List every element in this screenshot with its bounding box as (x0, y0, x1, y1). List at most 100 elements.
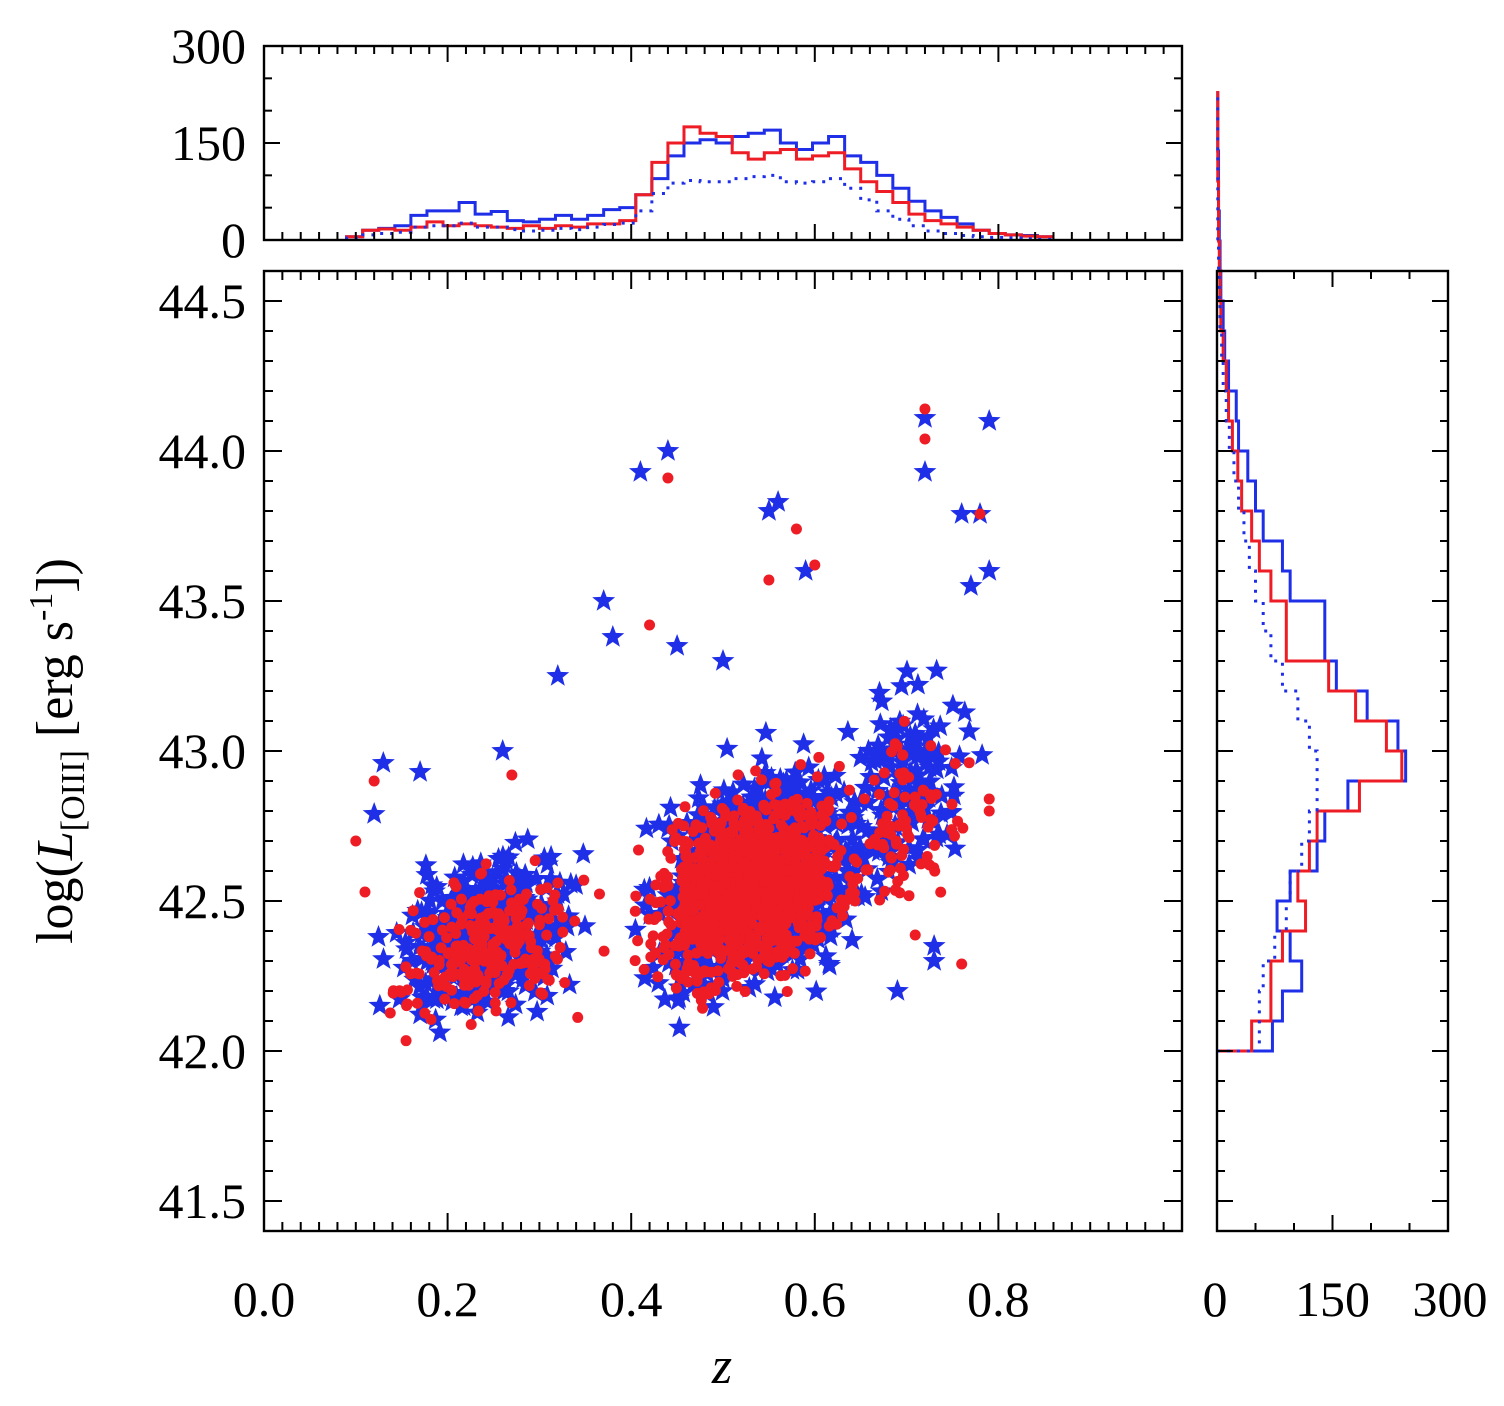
scatter-point-dot (711, 931, 723, 943)
y-tick-label: 42.0 (159, 1023, 247, 1079)
scatter-point-dot (670, 982, 682, 994)
scatter-point-star (408, 760, 432, 782)
scatter-point-star (411, 985, 434, 1008)
scatter-point-star (532, 846, 556, 868)
scatter-point-dot (519, 953, 531, 965)
main-y-tick-labels: 41.5 42.0 42.5 43.0 43.5 44.0 44.5 (159, 273, 247, 1229)
scatter-point-star (665, 889, 689, 912)
scatter-point-star (711, 979, 734, 1001)
scatter-point-dot (768, 813, 780, 825)
scatter-point-dot (690, 819, 702, 831)
scatter-point-dot (632, 935, 644, 947)
scatter-point-dot (446, 984, 458, 996)
scatter-point-dot (688, 904, 700, 916)
scatter-point-star (859, 764, 882, 787)
top-y-tick-label: 150 (171, 115, 246, 171)
scatter-point-star (763, 985, 787, 1008)
scatter-point-dot (770, 912, 782, 924)
scatter-point-star (504, 962, 527, 985)
scatter-point-star (687, 786, 711, 808)
scatter-point-star (452, 981, 476, 1003)
scatter-point-star (766, 490, 790, 512)
scatter-point-dot (835, 894, 847, 906)
scatter-point-dot (874, 894, 886, 906)
scatter-point-dot (777, 882, 789, 894)
scatter-point-star (896, 737, 919, 759)
scatter-point-dot (929, 839, 941, 851)
scatter-point-star (835, 858, 858, 881)
scatter-point-star (789, 934, 813, 956)
scatter-point-dot (456, 969, 468, 981)
scatter-point-star (823, 865, 847, 888)
scatter-point-dot (501, 934, 513, 946)
right-axes-frame (1215, 269, 1450, 1233)
scatter-point-dot (529, 855, 541, 867)
scatter-point-star (469, 851, 493, 873)
scatter-point-dot (478, 931, 490, 943)
scatter-point-star (935, 822, 959, 845)
scatter-point-dot (702, 947, 714, 959)
scatter-point-star (899, 800, 922, 822)
scatter-point-star (452, 869, 476, 891)
scatter-point-star (421, 987, 445, 1009)
right-x-tick-label: 150 (1295, 1271, 1370, 1327)
scatter-point-dot (680, 849, 692, 861)
red-dot-series (350, 403, 995, 1047)
scatter-point-dot (452, 954, 464, 966)
scatter-point-star (811, 767, 835, 790)
scatter-point-dot (401, 1000, 413, 1012)
scatter-point-dot (651, 911, 663, 923)
scatter-point-star (890, 674, 913, 696)
scatter-point-star (759, 956, 783, 978)
scatter-point-dot (489, 997, 501, 1009)
scatter-point-dot (472, 1005, 484, 1017)
scatter-point-star (554, 940, 578, 962)
scatter-point-dot (487, 938, 499, 950)
scatter-point-dot (552, 877, 564, 889)
scatter-point-dot (682, 949, 694, 961)
scatter-point-dot (728, 851, 740, 863)
scatter-point-dot (791, 901, 803, 913)
scatter-point-dot (709, 787, 721, 799)
right-hist-red-solid (1216, 91, 1404, 1053)
scatter-point-star (533, 914, 557, 936)
scatter-point-star (927, 749, 950, 772)
scatter-point-star (394, 930, 417, 953)
y-tick-label: 44.5 (159, 273, 247, 329)
scatter-point-dot (410, 927, 422, 939)
top-histogram-lines (345, 125, 1054, 241)
scatter-point-dot (887, 800, 899, 812)
scatter-point-star (916, 725, 940, 748)
scatter-point-star (461, 854, 485, 877)
scatter-point-dot (737, 959, 749, 971)
scatter-point-star (653, 987, 677, 1010)
scatter-point-star (959, 574, 983, 596)
x-tick-label: 0.8 (967, 1271, 1030, 1327)
top-histogram-panel: 300 150 0 (171, 18, 1184, 268)
scatter-point-dot (790, 822, 802, 834)
y-tick-label: 44.0 (159, 423, 247, 479)
scatter-point-dot (655, 896, 667, 908)
scatter-point-dot (915, 858, 927, 870)
scatter-point-star (624, 917, 647, 940)
scatter-point-star (483, 877, 506, 900)
scatter-point-dot (848, 853, 860, 865)
scatter-point-star (659, 795, 682, 818)
scatter-point-dot (719, 877, 731, 889)
scatter-point-star (886, 714, 910, 737)
scatter-point-star (794, 559, 817, 581)
scatter-point-dot (697, 805, 709, 817)
scatter-point-dot (706, 923, 718, 935)
scatter-point-dot (541, 882, 553, 894)
scatter-point-star (523, 979, 547, 1002)
scatter-point-dot (675, 932, 687, 944)
scatter-point-star (511, 967, 535, 989)
scatter-point-dot (419, 916, 431, 928)
scatter-point-dot (795, 759, 807, 771)
scatter-point-dot (445, 898, 457, 910)
scatter-point-dot (767, 903, 779, 915)
scatter-point-dot (803, 933, 815, 945)
scatter-point-star (878, 755, 902, 777)
scatter-point-dot (744, 931, 756, 943)
scatter-point-dot (469, 966, 481, 978)
